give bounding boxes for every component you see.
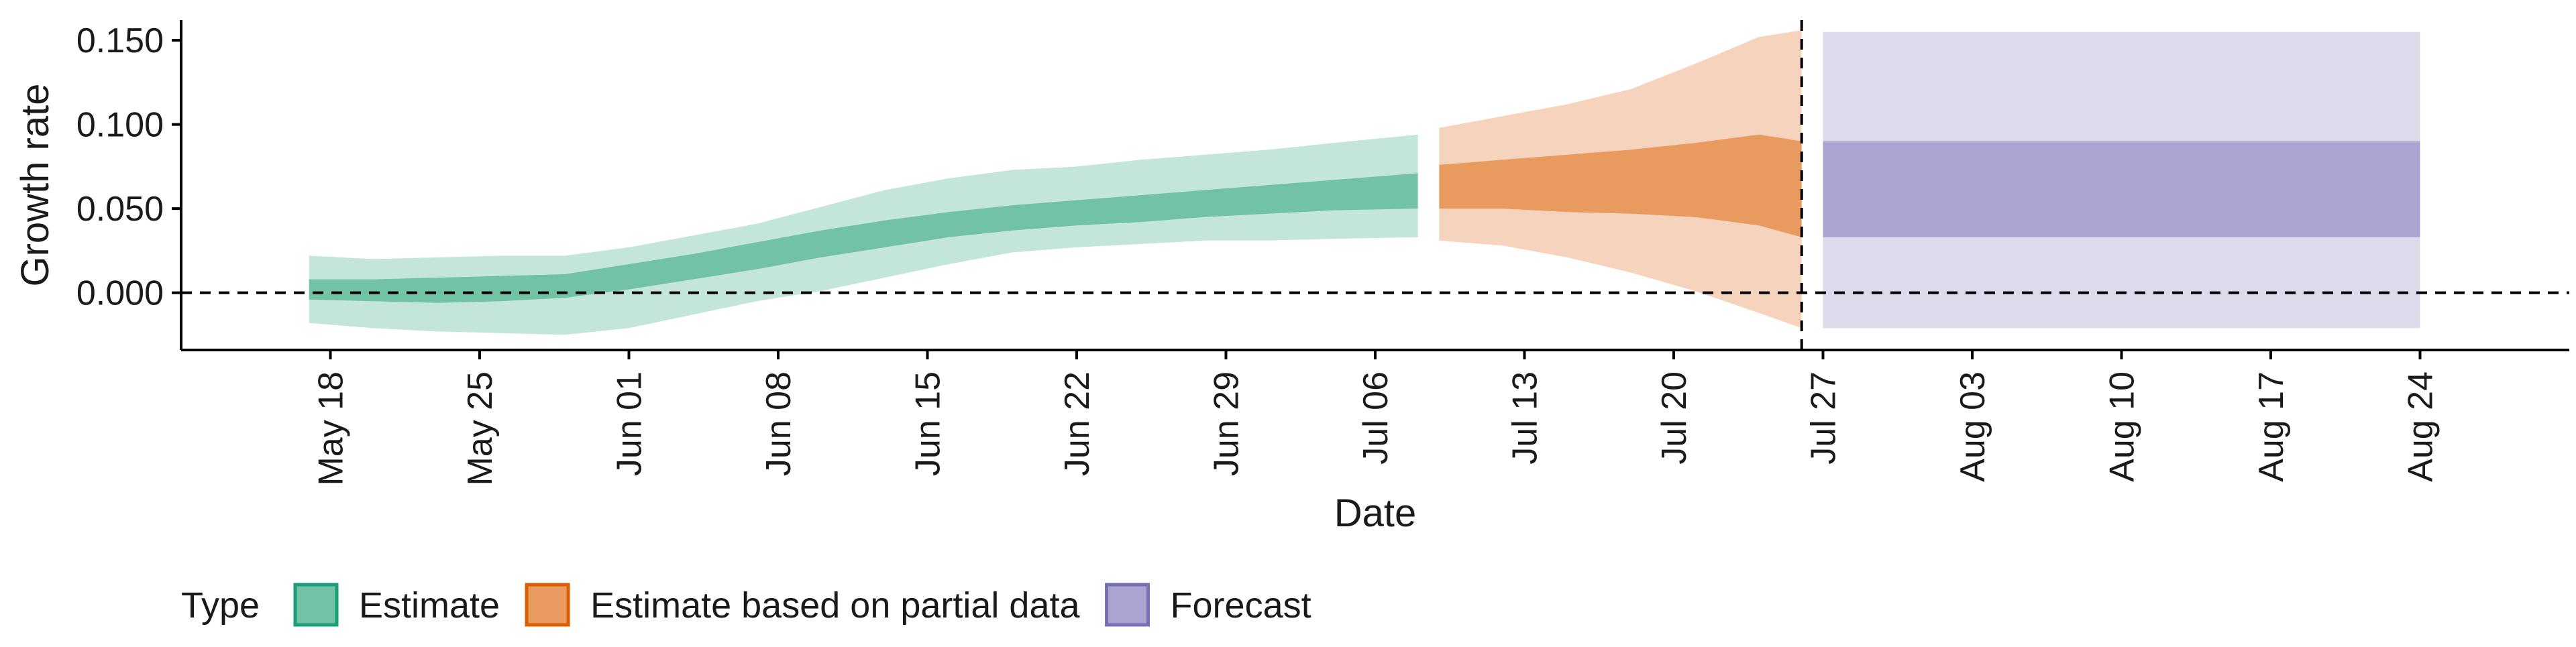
x-tick-label: Aug 24 [2402,371,2440,482]
y-tick-label: 0.000 [76,274,164,313]
band-inner-estimate [309,173,1418,303]
x-tick-label: Jul 06 [1356,371,1395,465]
legend-label-estimate: Estimate [359,585,500,626]
legend-title: Type [181,585,260,626]
legend-swatch-forecast [1105,583,1150,627]
band-inner-forecast [1823,141,2420,237]
legend-swatch-estimate-based-on-partial-data [525,583,570,627]
x-tick-label: Jun 01 [610,371,649,476]
legend-label-forecast: Forecast [1171,585,1311,626]
x-tick-label: Jun 15 [909,371,948,476]
legend: Type Estimate Estimate based on partial da… [181,583,1311,627]
x-tick-label: Jul 27 [1805,371,1843,465]
x-tick-label: Jun 22 [1058,371,1097,476]
x-tick-label: Aug 03 [1953,371,1992,482]
bands-layer [309,30,2420,335]
x-tick-label: Aug 17 [2252,371,2291,482]
x-tick-label: Jul 20 [1655,371,1694,465]
x-tick-label: Aug 10 [2103,371,2142,482]
x-tick-label: Jul 13 [1506,371,1545,465]
x-tick-label: May 25 [461,371,500,486]
y-tick-label: 0.150 [76,21,164,60]
x-tick-label: Jun 08 [759,371,798,476]
x-ticks-layer: May 18 May 25 Jun 01 Jun 08 Jun 15 Jun 22 Jun … [312,350,2440,486]
x-tick-label: Jun 29 [1208,371,1246,476]
y-ticks-layer: 0.000 0.050 0.100 0.150 [76,21,181,313]
y-tick-label: 0.050 [76,190,164,229]
x-axis-title: Date [1334,491,1417,535]
y-axis-title: Growth rate [13,84,57,287]
x-tick-label: May 18 [312,371,351,486]
legend-swatch-estimate [293,583,339,627]
band-inner-estimate-based-on-partial-data [1439,134,1802,237]
y-tick-label: 0.100 [76,106,164,145]
reference-lines-layer [181,20,2569,350]
legend-label-estimate-based-on-partial-data: Estimate based on partial data [590,585,1080,626]
